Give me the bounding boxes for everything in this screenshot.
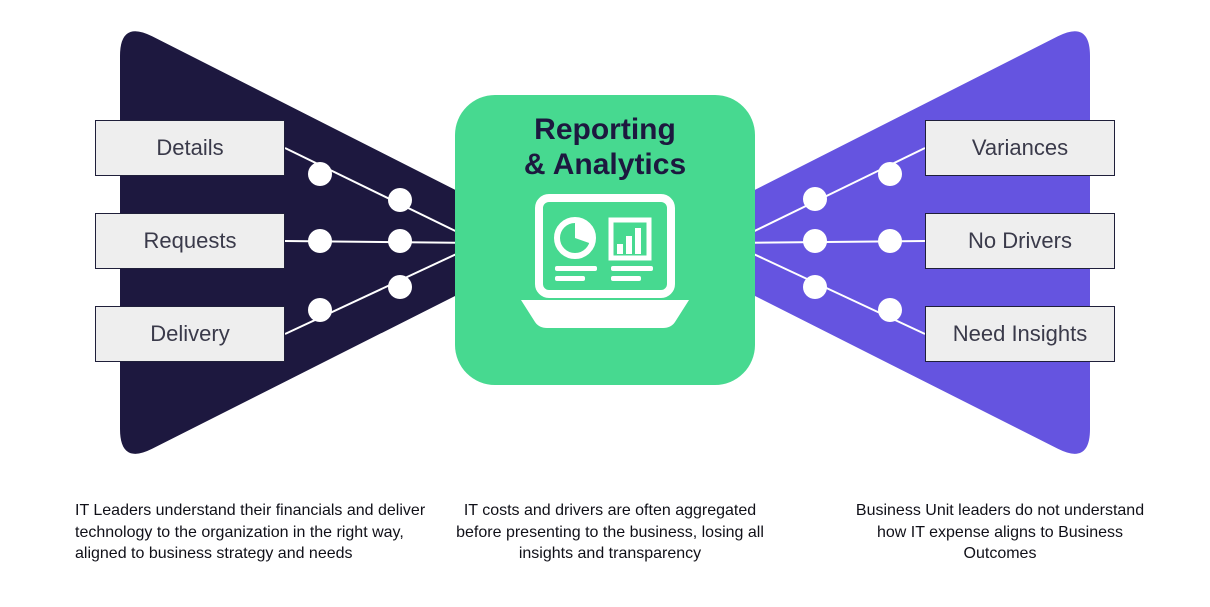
center-title: Reporting & Analytics	[524, 113, 686, 182]
center-box: Reporting & Analytics	[455, 95, 755, 385]
pill-label: Requests	[144, 228, 237, 254]
pill-label: No Drivers	[968, 228, 1072, 254]
laptop-icon	[515, 188, 695, 338]
pill-variances: Variances	[925, 120, 1115, 176]
caption-center: IT costs and drivers are often aggregate…	[445, 500, 775, 565]
pill-details: Details	[95, 120, 285, 176]
pill-label: Details	[156, 135, 223, 161]
pill-need-insights: Need Insights	[925, 306, 1115, 362]
pill-label: Variances	[972, 135, 1068, 161]
pill-no-drivers: No Drivers	[925, 213, 1115, 269]
pill-label: Need Insights	[953, 321, 1088, 347]
pill-label: Delivery	[150, 321, 229, 347]
caption-left: IT Leaders understand their financials a…	[75, 500, 435, 565]
diagram-stage: Reporting & Analytics Details Requests D…	[0, 0, 1210, 607]
pill-requests: Requests	[95, 213, 285, 269]
pill-delivery: Delivery	[95, 306, 285, 362]
caption-right: Business Unit leaders do not understand …	[855, 500, 1145, 565]
